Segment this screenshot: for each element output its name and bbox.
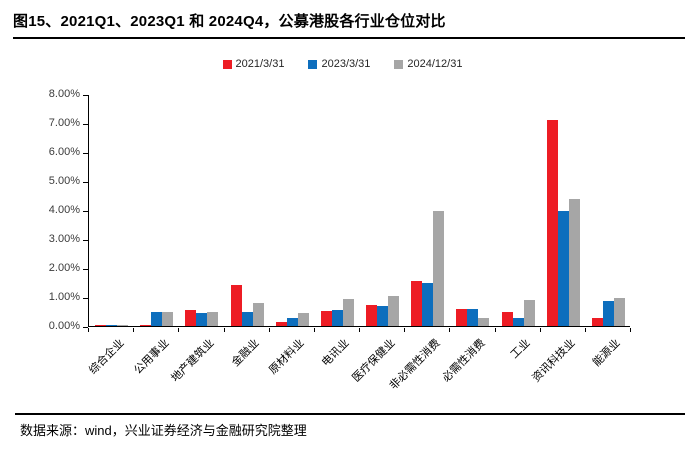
legend-swatch-2021	[222, 59, 232, 69]
legend-label-2024: 2024/12/31	[407, 58, 463, 70]
bar	[342, 299, 354, 326]
bar	[162, 311, 174, 326]
legend: 2021/3/31 2023/3/31 2024/12/31	[0, 58, 685, 70]
bar	[411, 281, 423, 326]
legend-item-2021: 2021/3/31	[222, 58, 285, 70]
bar	[196, 312, 208, 326]
bar	[241, 311, 253, 326]
x-axis-tick-mark	[404, 328, 406, 332]
bar	[275, 321, 287, 326]
legend-item-2023: 2023/3/31	[308, 58, 370, 70]
y-axis-tick-mark	[83, 326, 88, 328]
y-axis-tick-label: 1.00%	[48, 291, 80, 303]
x-axis-label: 综合企业	[86, 337, 127, 377]
plot-area	[88, 95, 630, 327]
source-note: 数据来源：wind，兴业证券经济与金融研究院整理	[20, 423, 307, 438]
y-axis-tick-mark	[83, 210, 88, 212]
legend-item-2024: 2024/12/31	[394, 58, 462, 70]
title-divider	[13, 37, 685, 39]
bar	[568, 198, 580, 326]
bar	[388, 296, 400, 326]
bar	[207, 312, 219, 326]
x-axis-label: 原材料业	[267, 337, 307, 377]
x-axis-label: 必需性消费	[440, 337, 488, 385]
legend-label-2023: 2023/3/31	[321, 58, 371, 70]
bar	[501, 311, 513, 326]
y-axis-tick-mark	[83, 123, 88, 125]
y-axis-tick-mark	[83, 152, 88, 154]
x-axis-tick-mark	[313, 328, 315, 332]
bar	[591, 317, 603, 326]
y-axis-tick-label: 6.00%	[48, 146, 80, 158]
bar	[140, 324, 152, 326]
x-axis-label: 能源业	[591, 337, 624, 369]
bar	[422, 283, 434, 326]
bar	[433, 211, 445, 326]
x-axis-tick-mark	[223, 328, 225, 332]
bar	[613, 298, 625, 326]
bar	[523, 299, 535, 326]
bar	[286, 318, 298, 326]
x-axis-tick-mark	[178, 328, 180, 332]
bar	[512, 318, 524, 326]
x-axis-tick-mark	[359, 328, 360, 332]
x-axis-label: 金融业	[229, 337, 262, 369]
y-axis-tick-label: 0.00%	[48, 320, 80, 332]
bar	[252, 302, 264, 326]
y-axis-tick-mark	[83, 239, 88, 241]
x-axis-tick-mark	[133, 328, 135, 332]
x-axis-label: 电讯业	[320, 337, 353, 369]
bar	[185, 310, 197, 326]
x-axis-tick-mark	[630, 328, 631, 332]
x-axis-label: 资讯科技业	[530, 337, 578, 385]
x-axis-tick-mark	[584, 328, 586, 332]
bar	[320, 310, 332, 326]
chart-title: 图15、2021Q1、2023Q1 和 2024Q4，公募港股各行业仓位对比	[13, 13, 446, 30]
x-axis-label: 地产建筑业	[169, 337, 217, 385]
x-axis-label: 工业	[508, 337, 533, 362]
y-axis-tick-label: 2.00%	[48, 262, 80, 274]
x-axis-tick-mark	[539, 328, 541, 332]
bar	[377, 305, 389, 326]
y-axis-tick-label: 5.00%	[48, 175, 80, 187]
x-axis-tick-mark	[494, 328, 496, 332]
y-axis-tick-mark	[83, 181, 88, 183]
footer-divider	[15, 413, 685, 415]
y-axis-tick-label: 8.00%	[48, 88, 80, 100]
bar	[151, 312, 163, 326]
y-axis-tick-mark	[83, 94, 88, 96]
bar	[106, 325, 118, 326]
x-axis-label: 公用事业	[131, 337, 172, 377]
bar	[467, 309, 479, 326]
bar	[331, 310, 343, 326]
x-axis-tick-mark	[268, 328, 270, 332]
y-axis-tick-mark	[83, 297, 88, 299]
x-axis-tick-mark	[88, 328, 89, 332]
legend-label-2021: 2021/3/31	[235, 58, 285, 70]
bar	[230, 284, 242, 326]
y-axis-tick-label: 3.00%	[48, 233, 80, 245]
bar	[546, 120, 558, 326]
bar	[602, 301, 614, 326]
x-axis-tick-mark	[449, 328, 451, 332]
bar-chart: 0.00% 1.00% 2.00% 3.00% 4.00% 5.00% 6.00% 7.00%…	[48, 88, 631, 392]
legend-swatch-2023	[308, 59, 318, 69]
y-axis-tick-label: 7.00%	[48, 117, 80, 129]
bar	[557, 211, 569, 326]
bar	[478, 317, 490, 326]
bar	[117, 325, 129, 326]
bar	[297, 312, 309, 326]
bar	[95, 325, 107, 326]
y-axis-tick-mark	[83, 268, 88, 270]
y-axis-tick-label: 4.00%	[48, 204, 80, 216]
bar	[366, 305, 378, 326]
bar	[456, 309, 468, 326]
legend-swatch-2024	[394, 59, 404, 69]
